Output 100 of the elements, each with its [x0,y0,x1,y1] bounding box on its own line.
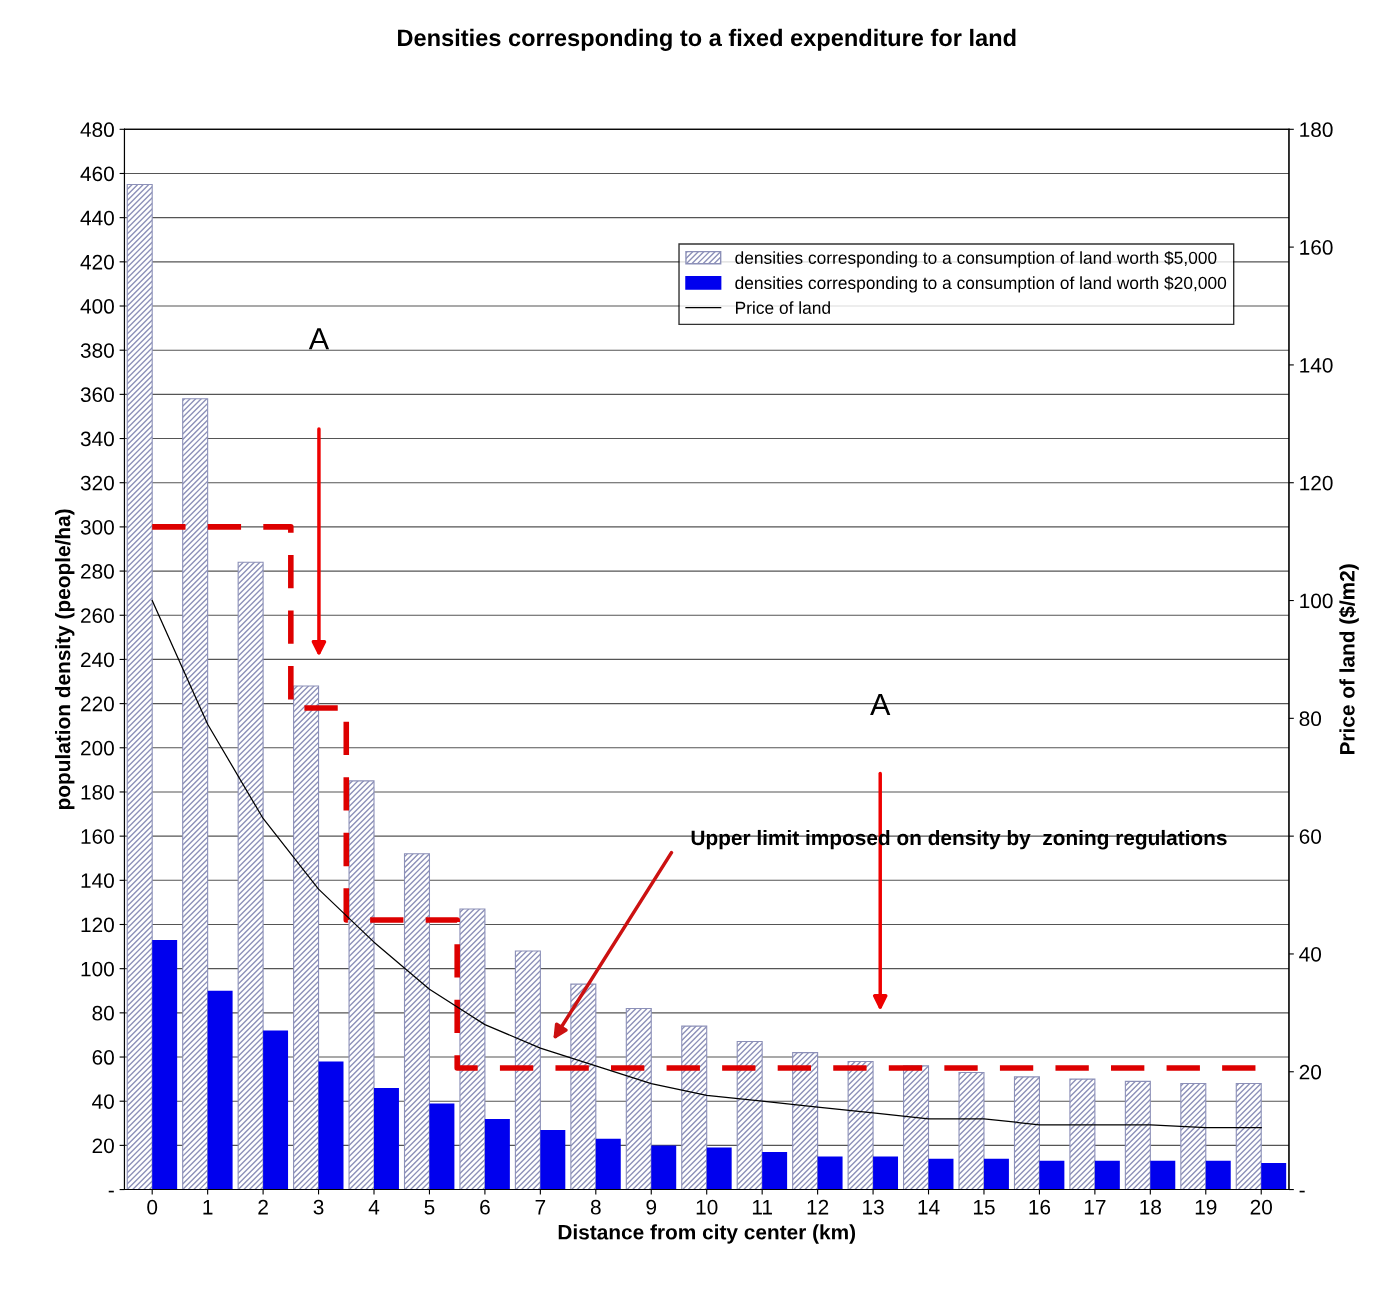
bar [429,1103,455,1190]
bar [792,1052,819,1190]
x-tick-label: 1 [203,1200,213,1215]
x-tick-label: 5 [424,1200,435,1215]
x-tick-label: 12 [807,1199,829,1215]
y2-tick-label: 140 [1300,357,1333,373]
y2-axis-title: Price of land ($/m2) [1338,564,1359,755]
y-tick-label: 320 [80,475,114,491]
bar [762,1152,788,1190]
y2-tick-label: 100 [1300,593,1333,609]
bar [595,1138,621,1190]
bar [318,1061,344,1190]
y-tick-label: 220 [81,696,114,712]
y-tick-label: 100 [81,961,114,977]
bar [847,1060,874,1190]
bar [928,1158,954,1190]
y-tick-label: 360 [80,387,114,403]
x-tick-label: 10 [696,1199,718,1215]
bar [958,1071,985,1190]
y-tick-label: 160 [81,829,114,844]
y2-tick-label: 80 [1299,711,1322,727]
y-tick-label: 180 [81,784,114,800]
bar [873,1156,899,1190]
y-tick-label: 20 [92,1138,114,1154]
x-tick-label: 14 [918,1200,940,1215]
x-tick-label: 0 [147,1199,158,1215]
y-tick-label: 260 [81,608,114,624]
bar [817,1156,843,1190]
bar [1150,1160,1176,1190]
x-axis-title: Distance from city center (km) [558,1224,856,1244]
bar [983,1158,1009,1190]
bar [540,1129,566,1190]
bar [348,780,375,1190]
y-tick-label: 80 [92,1005,114,1021]
y-tick-label: 140 [81,873,114,889]
bar [625,1007,652,1190]
bar [1261,1163,1287,1190]
y-tick-label: 420 [80,254,114,270]
y2-tick-label: - [1299,1190,1305,1193]
x-tick-label: 9 [646,1199,657,1215]
y-tick-label: 460 [80,166,114,182]
y-tick-label: 240 [81,652,114,668]
y2-tick-label: 160 [1300,240,1333,255]
legend-label: densities corresponding to a consumption of land worth $20,000 [735,276,1227,293]
x-tick-label: 4 [368,1200,380,1215]
y2-tick-label: 180 [1300,122,1333,138]
x-tick-label: 13 [863,1199,884,1215]
x-tick-label: 18 [1140,1199,1162,1215]
bar [514,950,541,1190]
bar [1094,1160,1120,1190]
x-tick-label: 20 [1250,1199,1272,1215]
bar [182,398,209,1190]
bar [207,990,233,1190]
bar [126,183,153,1190]
bar [1235,1082,1262,1190]
x-tick-label: 7 [535,1200,546,1215]
y2-tick-label: 40 [1299,946,1322,962]
y-tick-label: 340 [80,431,114,447]
line-series [151,599,1262,1129]
y2-tick-label: 60 [1299,829,1322,844]
bar [403,853,431,1190]
y-tick-label: - [108,1190,114,1193]
x-tick-label: 17 [1084,1200,1106,1215]
bar [1013,1076,1040,1190]
y-tick-label: 300 [80,519,114,535]
x-tick-label: 3 [313,1199,324,1215]
bar [706,1147,732,1190]
y-tick-label: 400 [80,299,114,314]
bar [374,1087,399,1190]
x-tick-label: 6 [480,1199,490,1215]
chart-title: Densities corresponding to a fixed expenditure for land [398,28,1016,51]
x-tick-label: 15 [973,1200,995,1215]
bar [293,685,320,1190]
x-tick-label: 16 [1029,1199,1051,1215]
x-tick-label: 19 [1195,1199,1217,1215]
bar [1205,1160,1231,1190]
bar [1124,1080,1151,1190]
y-tick-label: 40 [92,1094,114,1109]
bar [263,1030,289,1190]
y-tick-label: 60 [92,1050,114,1065]
y-tick-label: 480 [80,122,114,138]
bar [152,939,178,1190]
bar [570,983,597,1190]
y-axis-title: population density (people/ha) [55,509,75,810]
legend-label: densities corresponding to a consumption of land worth $5,000 [735,250,1217,268]
y-tick-label: 280 [81,564,114,579]
bar [1069,1078,1096,1190]
bar [1039,1160,1065,1190]
y2-tick-label: 20 [1299,1064,1322,1080]
bar [237,561,264,1190]
annotation: A [308,328,330,350]
bar [459,908,486,1190]
y-tick-label: 440 [80,210,114,226]
legend-label: Price of land [736,301,830,314]
y2-tick-label: 120 [1300,475,1333,491]
x-tick-label: 2 [258,1199,268,1215]
x-tick-label: 11 [752,1200,772,1215]
bar [736,1041,763,1190]
y-tick-label: 200 [81,740,114,756]
y-tick-label: 380 [80,343,114,358]
